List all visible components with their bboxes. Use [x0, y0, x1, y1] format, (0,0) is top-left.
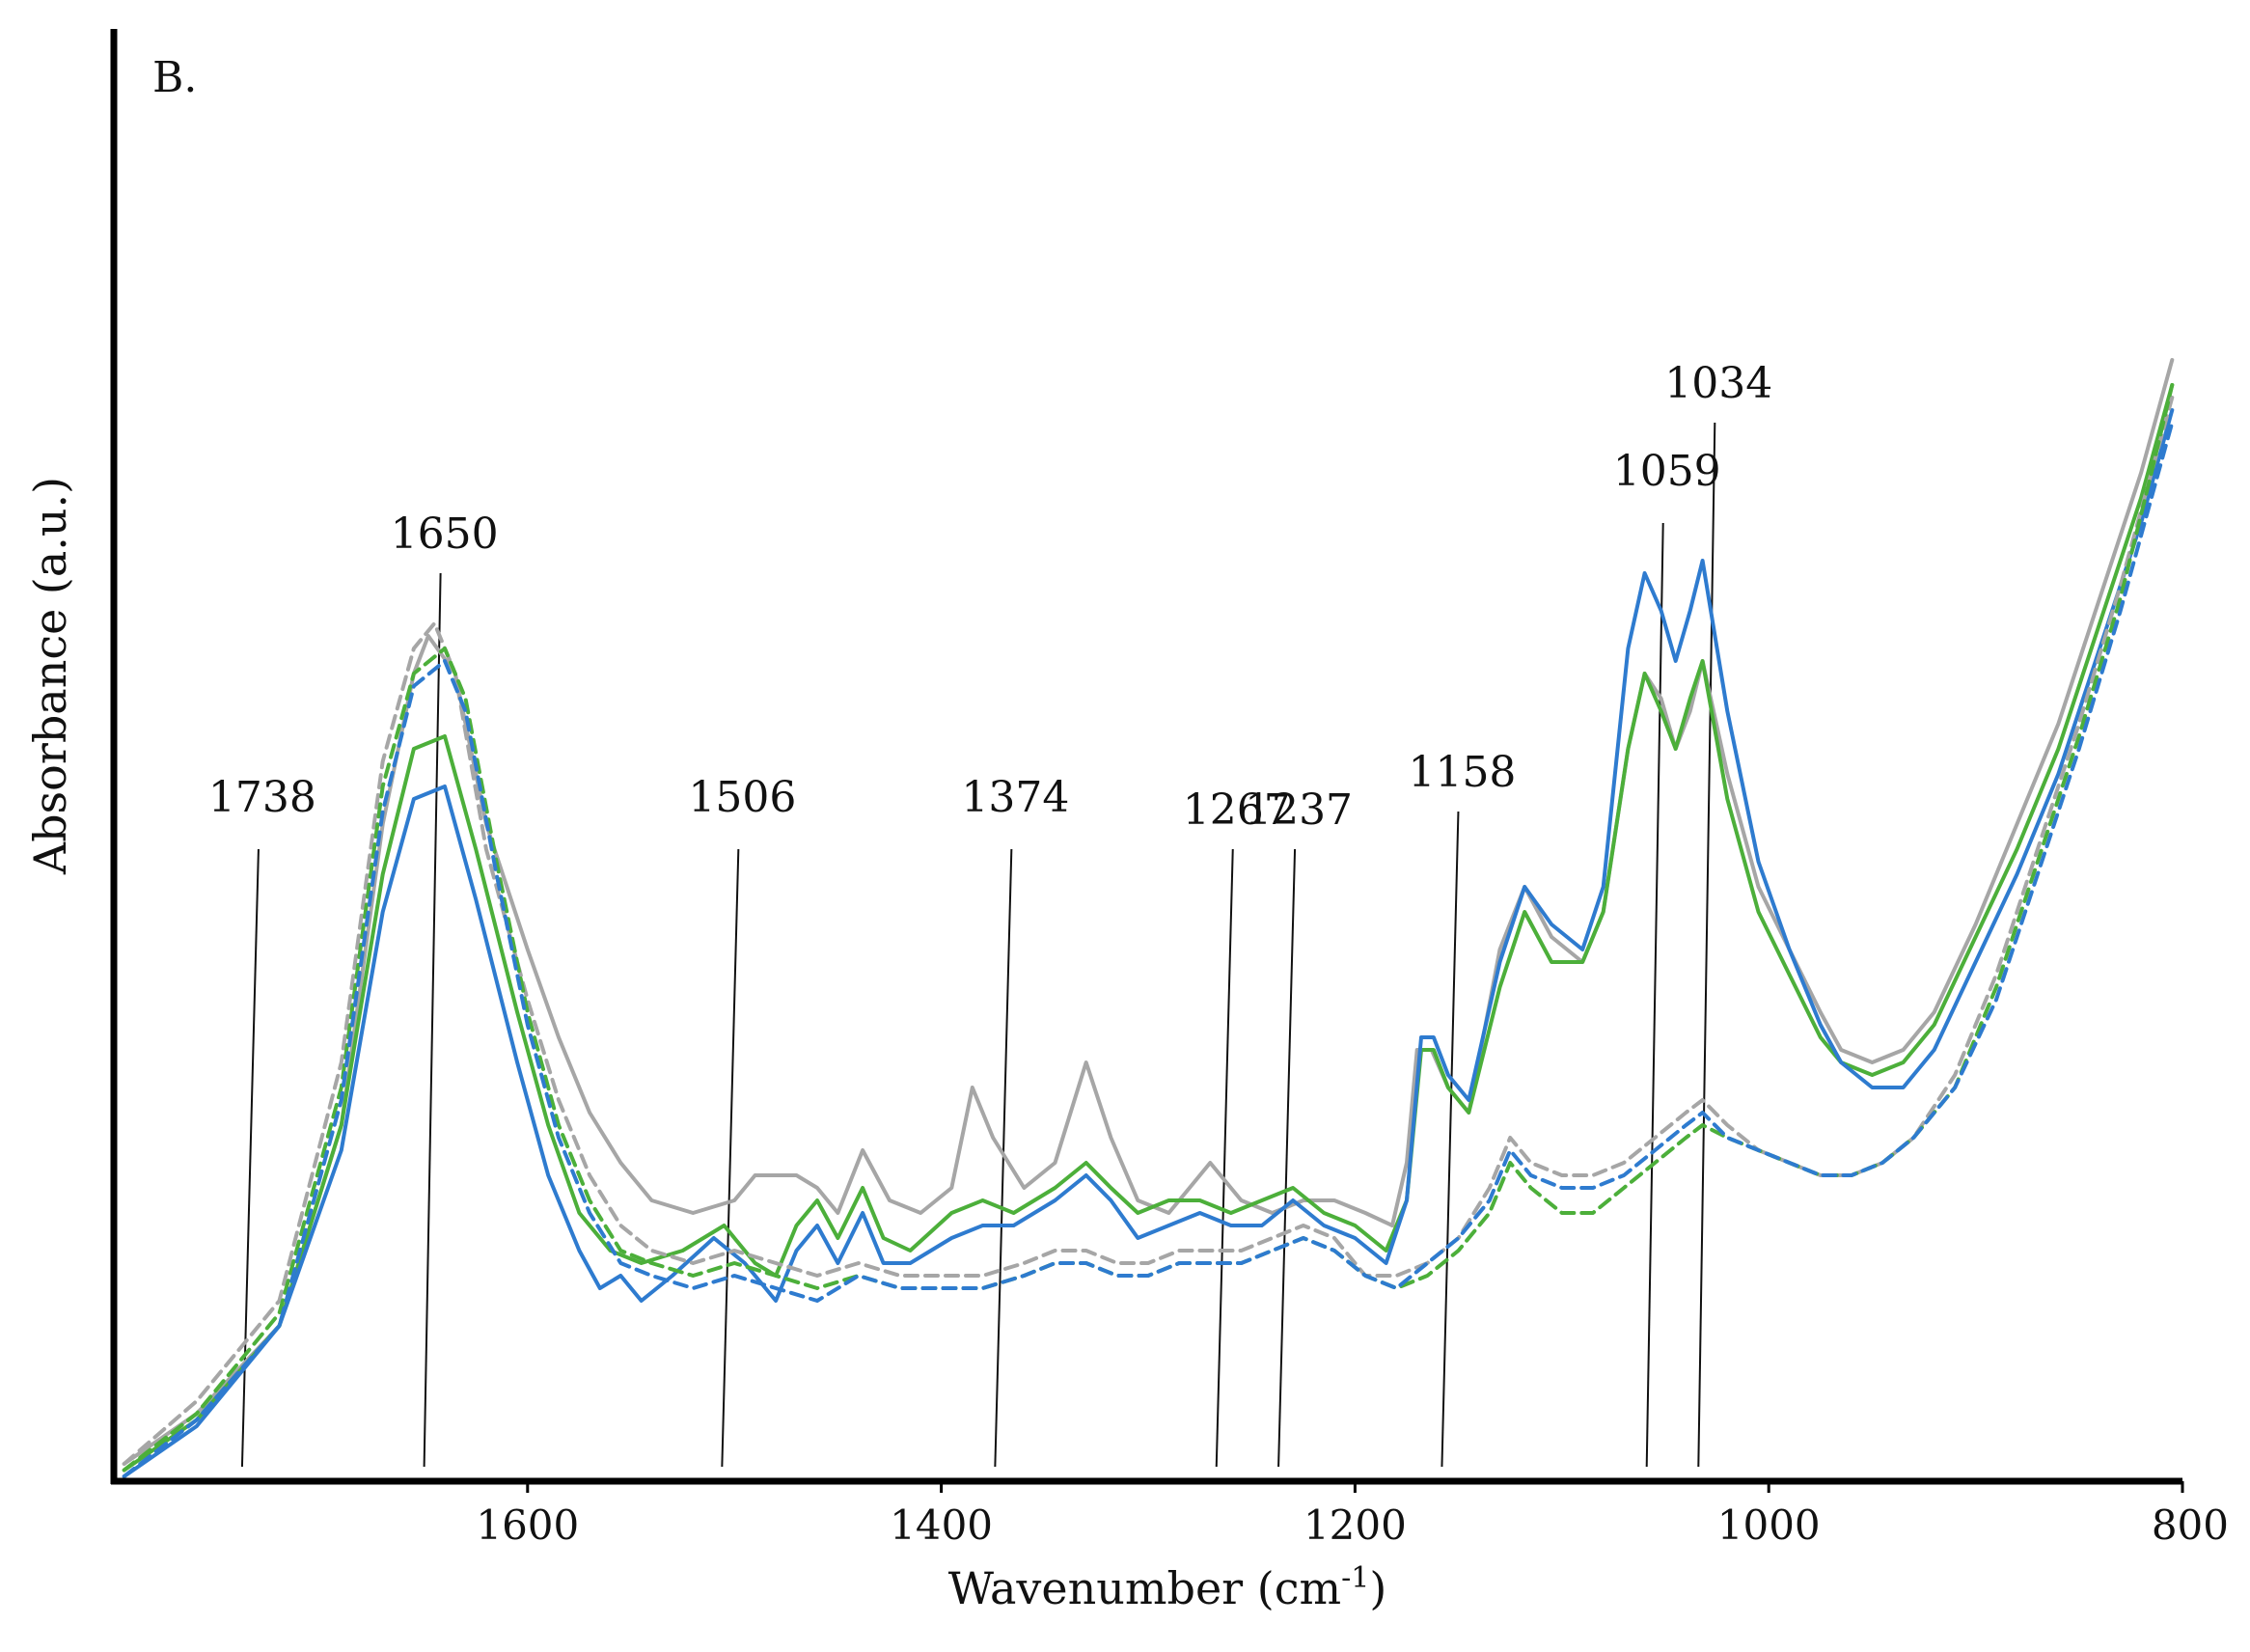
peak-label-1506: 1506: [688, 773, 796, 822]
spectrum-series-4-dashed: [122, 396, 2175, 1466]
peak-label-1158: 1158: [1408, 748, 1516, 797]
spectrum-series-1-solid: [122, 358, 2175, 1466]
peak-label-1738: 1738: [208, 773, 316, 822]
panel-label: B.: [152, 53, 197, 102]
spectrum-series-6-dashed: [122, 421, 2175, 1478]
peak-line-1267: [1215, 848, 1234, 1468]
peak-line-1034: [1697, 422, 1716, 1468]
peak-line-1506: [721, 848, 740, 1468]
peak-line-1650: [423, 572, 442, 1468]
x-tick-label-1200: 1200: [1303, 1501, 1407, 1549]
x-tick-label-1600: 1600: [476, 1501, 579, 1549]
x-tick-label-800: 800: [2152, 1501, 2229, 1549]
x-tick-label-1400: 1400: [890, 1501, 993, 1549]
x-axis-ticks: 1600 1400 1200 1000 800: [476, 1481, 2229, 1549]
y-axis-title: Absorbance (a.u.): [24, 477, 76, 875]
peak-label-1374: 1374: [961, 773, 1069, 822]
peak-label-1237: 1237: [1245, 785, 1353, 835]
x-axis-title-end: ): [1369, 1562, 1386, 1614]
peak-label-1650: 1650: [391, 509, 499, 559]
peak-label-1034: 1034: [1664, 359, 1772, 408]
x-axis-title-main: Wavenumber (cm: [948, 1562, 1341, 1614]
x-tick-label-1000: 1000: [1717, 1501, 1821, 1549]
x-axis-title-sup: -1: [1341, 1561, 1369, 1595]
peak-line-1374: [994, 848, 1013, 1468]
peak-label-1267: 1267: [1183, 785, 1291, 835]
peak-line-1158: [1441, 811, 1460, 1468]
peak-line-1059: [1645, 522, 1664, 1468]
peak-line-1237: [1277, 848, 1297, 1468]
x-axis-title: Wavenumber (cm-1): [948, 1561, 1387, 1615]
spectrum-series-3-solid: [122, 408, 2175, 1478]
spectra-series: [122, 358, 2175, 1478]
peak-line-1738: [240, 848, 260, 1468]
peak-label-1059: 1059: [1613, 447, 1721, 496]
